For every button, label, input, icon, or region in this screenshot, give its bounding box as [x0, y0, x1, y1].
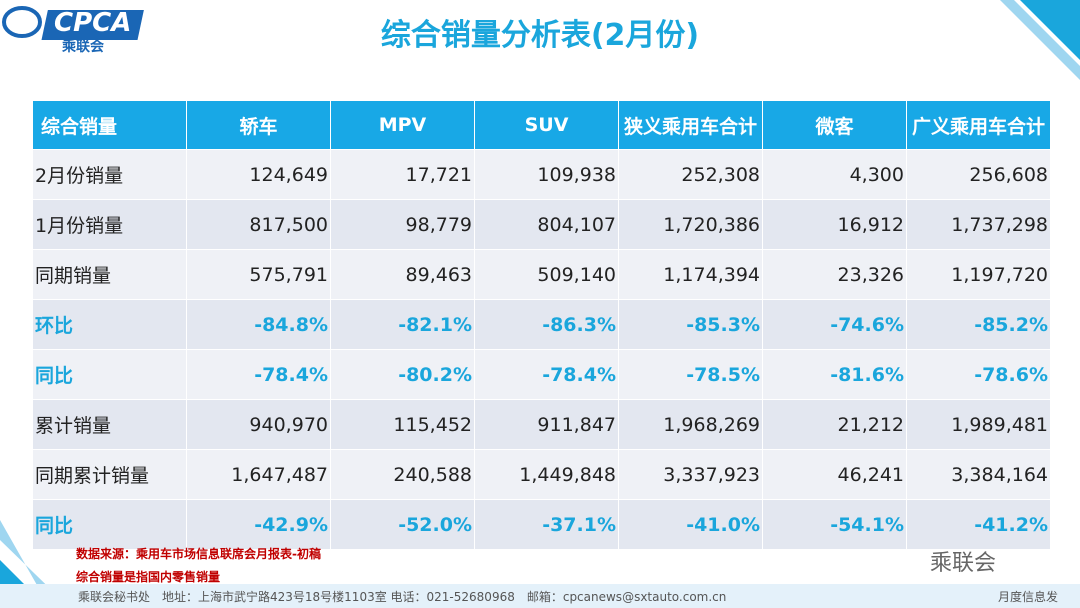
logo-sub: 乘联会 [62, 39, 104, 55]
cell: -80.2% [330, 349, 475, 400]
column-header: 微客 [762, 101, 907, 150]
cell: 256,608 [906, 149, 1051, 200]
table-row: 2月份销量 124,649 17,721 109,938 252,308 4,300 256… [33, 149, 1051, 200]
cell: -82.1% [330, 299, 475, 350]
cell: 1,989,481 [906, 399, 1051, 450]
row-label: 累计销量 [33, 399, 187, 450]
cell: 804,107 [474, 199, 619, 250]
footer-address: 乘联会秘书处 地址：上海市武宁路423号18号楼1103室 电话：021-526… [78, 590, 727, 604]
row-label: 同期销量 [33, 249, 187, 300]
cell: 21,212 [762, 399, 907, 450]
column-header: 综合销量 [33, 101, 187, 150]
cell: -78.4% [186, 349, 331, 400]
logo: CPCA [54, 8, 132, 38]
cell: 575,791 [186, 249, 331, 300]
column-header: MPV [330, 101, 475, 150]
cell: 46,241 [762, 449, 907, 500]
cell: -85.2% [906, 299, 1051, 350]
cell: -86.3% [474, 299, 619, 350]
title: 综合销量分析表(2月份) [380, 18, 700, 53]
note: 综合销量是指国内零售销量 [76, 570, 221, 584]
cell: 1,720,386 [618, 199, 763, 250]
cell: 911,847 [474, 399, 619, 450]
row-label: 同比 [33, 349, 187, 400]
row-label: 环比 [33, 299, 187, 350]
cell: -41.2% [906, 499, 1051, 549]
cell: 940,970 [186, 399, 331, 450]
cell: 98,779 [330, 199, 475, 250]
cell: 817,500 [186, 199, 331, 250]
column-header: SUV [474, 101, 619, 150]
row-label: 同比 [33, 499, 187, 549]
cell: 3,337,923 [618, 449, 763, 500]
cell: -54.1% [762, 499, 907, 549]
cell: 1,737,298 [906, 199, 1051, 250]
row-label: 同期累计销量 [33, 449, 187, 500]
cell: 1,174,394 [618, 249, 763, 300]
watermark: 乘联会 [930, 551, 997, 576]
table-row: 同期累计销量 1,647,487 240,588 1,449,848 3,337,923… [33, 449, 1051, 500]
footer-right: 月度信息发 [997, 590, 1058, 604]
cell: -74.6% [762, 299, 907, 350]
table-row: 同比 -78.4% -80.2% -78.4% -78.5% -81.6% -78.6% [33, 349, 1051, 400]
cell: 17,721 [330, 149, 475, 200]
cell: 109,938 [474, 149, 619, 200]
cell: 1,449,848 [474, 449, 619, 500]
cell: -37.1% [474, 499, 619, 549]
cell: 89,463 [330, 249, 475, 300]
cell: -42.9% [186, 499, 331, 549]
footer: 乘联会秘书处 地址：上海市武宁路423号18号楼1103室 电话：021-526… [0, 584, 1080, 608]
cell: -84.8% [186, 299, 331, 350]
cell: 240,588 [330, 449, 475, 500]
row-label: 2月份销量 [33, 149, 187, 200]
column-header: 狭义乘用车合计 [618, 101, 763, 150]
row-label: 1月份销量 [33, 199, 187, 250]
table-row: 同期销量 575,791 89,463 509,140 1,174,394 23,326 1… [33, 249, 1051, 300]
cell: -41.0% [618, 499, 763, 549]
column-header: 广义乘用车合计 [906, 101, 1051, 150]
cell: 252,308 [618, 149, 763, 200]
cell: 509,140 [474, 249, 619, 300]
cell: 1,197,720 [906, 249, 1051, 300]
cell: -52.0% [330, 499, 475, 549]
cell: 1,968,269 [618, 399, 763, 450]
cell: -78.5% [618, 349, 763, 400]
column-header: 轿车 [186, 101, 331, 150]
cell: 124,649 [186, 149, 331, 200]
cell: -78.6% [906, 349, 1051, 400]
note: 数据来源：乘用车市场信息联席会月报表-初稿 [76, 547, 321, 561]
cell: 3,384,164 [906, 449, 1051, 500]
cell: 1,647,487 [186, 449, 331, 500]
cell: 23,326 [762, 249, 907, 300]
cell: 115,452 [330, 399, 475, 450]
table-row: 1月份销量 817,500 98,779 804,107 1,720,386 16,912… [33, 199, 1051, 250]
cell: 16,912 [762, 199, 907, 250]
cell: -85.3% [618, 299, 763, 350]
cell: 4,300 [762, 149, 907, 200]
cell: -81.6% [762, 349, 907, 400]
table-row: 同比 -42.9% -52.0% -37.1% -41.0% -54.1% -41.2% [33, 499, 1051, 549]
table-row: 累计销量 940,970 115,452 911,847 1,968,269 21,212… [33, 399, 1051, 450]
sales-table: 综合销量 轿车 MPV SUV 狭义乘用车合计 微客 广义乘用车合计 2月份销量 124,649… [33, 101, 1051, 549]
table-row: 环比 -84.8% -82.1% -86.3% -85.3% -74.6% -85.2% [33, 299, 1051, 350]
cell: -78.4% [474, 349, 619, 400]
